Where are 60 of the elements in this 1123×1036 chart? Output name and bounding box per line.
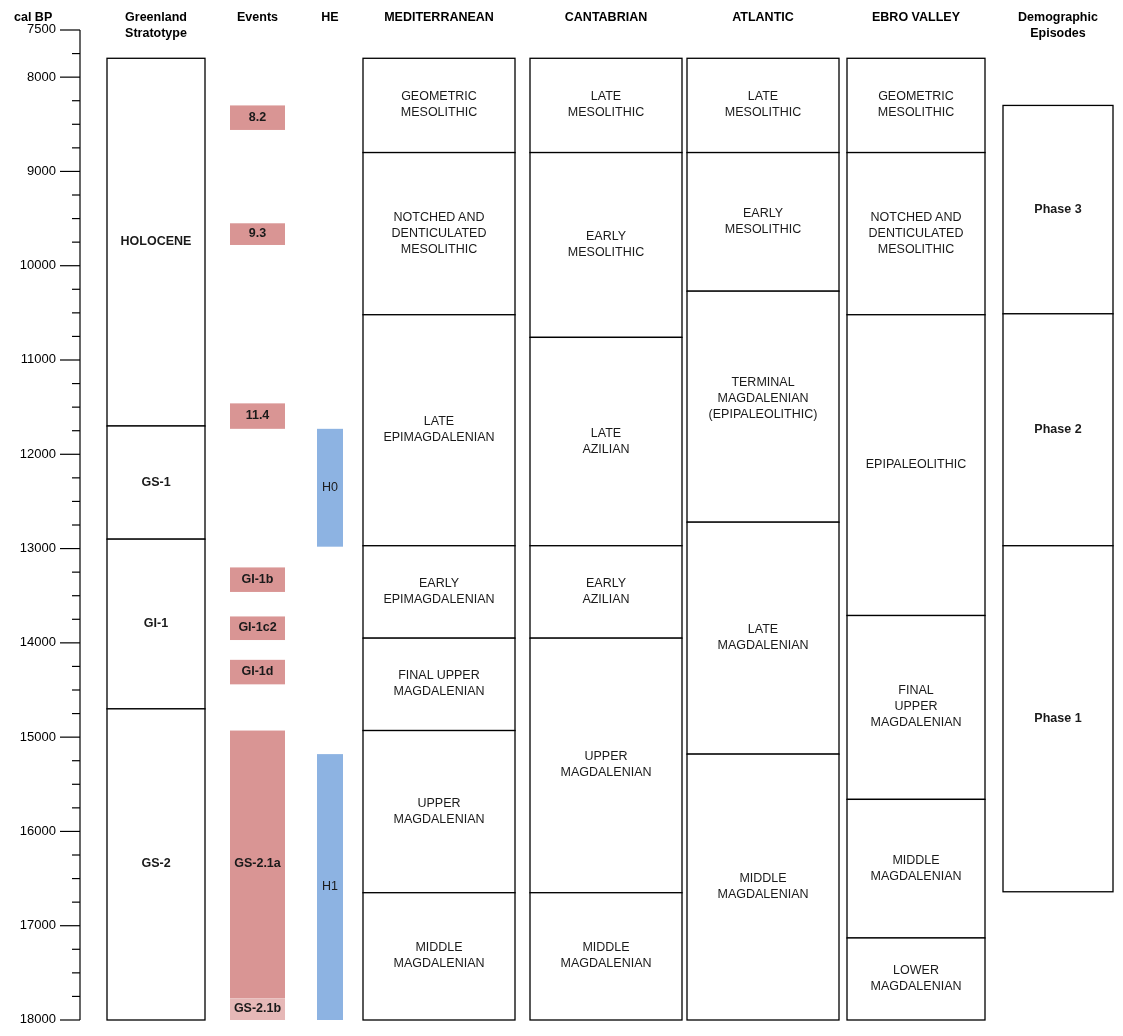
x-tick-label: MEDITERRANEAN xyxy=(384,10,494,25)
y-tick-label: 8000 xyxy=(27,68,56,84)
data-label: EPIPALEOLITHIC xyxy=(865,457,967,472)
data-label: H1 xyxy=(322,879,339,894)
data-label: FINAL UPPER MAGDALENIAN xyxy=(393,668,485,699)
data-label: GI-1c2 xyxy=(238,620,277,635)
data-label: GI-1 xyxy=(143,616,169,631)
data-label: FINAL UPPER MAGDALENIAN xyxy=(870,683,962,730)
x-tick-label: Demographic Episodes xyxy=(1018,10,1098,41)
x-tick-label: Greenland Stratotype xyxy=(125,10,187,41)
y-tick-label: 10000 xyxy=(19,257,56,273)
data-label: GS-2.1a xyxy=(234,856,282,871)
data-label: GS-2 xyxy=(141,856,171,871)
data-label: MIDDLE MAGDALENIAN xyxy=(870,852,962,883)
data-label: Phase 3 xyxy=(1034,201,1082,216)
y-tick-label: 15000 xyxy=(19,728,56,744)
data-label: LATE AZILIAN xyxy=(582,425,630,456)
data-label: LOWER MAGDALENIAN xyxy=(870,963,962,994)
y-tick-label: 9000 xyxy=(27,162,56,178)
y-tick-label: 17000 xyxy=(19,917,56,933)
data-label: EARLY MESOLITHIC xyxy=(724,206,802,237)
data-label: H0 xyxy=(322,480,339,495)
data-label: MIDDLE MAGDALENIAN xyxy=(393,940,485,971)
annotation: 11.4 xyxy=(245,408,270,423)
x-tick-label: CANTABRIAN xyxy=(564,10,648,25)
data-label: GS-2.1b xyxy=(233,1001,282,1016)
data-label: UPPER MAGDALENIAN xyxy=(393,795,485,826)
x-tick-label: ATLANTIC xyxy=(732,10,794,25)
data-label: GI-1b xyxy=(241,571,274,586)
x-tick-label: HE xyxy=(321,10,339,25)
data-label: UPPER MAGDALENIAN xyxy=(560,749,652,780)
y-tick-label: 18000 xyxy=(19,1011,56,1027)
data-label: MIDDLE MAGDALENIAN xyxy=(560,940,652,971)
data-label: LATE MESOLITHIC xyxy=(567,89,645,120)
x-tick-label: EBRO VALLEY xyxy=(872,10,961,25)
y-tick-label: 12000 xyxy=(19,445,56,461)
data-label: Phase 1 xyxy=(1034,711,1082,726)
annotation: 9.3 xyxy=(248,226,267,241)
annotation: 8.2 xyxy=(248,109,267,124)
y-tick-label: 13000 xyxy=(19,540,56,556)
data-label: GS-1 xyxy=(141,474,171,489)
y-tick-label: 14000 xyxy=(19,634,56,650)
data-label: LATE EPIMAGDALENIAN xyxy=(383,414,495,445)
data-label: HOLOCENE xyxy=(120,234,192,249)
data-label: NOTCHED AND DENTICULATED MESOLITHIC xyxy=(391,209,487,256)
data-label: Phase 2 xyxy=(1034,422,1082,437)
data-label: EARLY MESOLITHIC xyxy=(567,229,645,260)
y-tick-label: 11000 xyxy=(20,351,56,367)
data-label: LATE MESOLITHIC xyxy=(724,89,802,120)
data-label: GI-1d xyxy=(241,664,274,679)
data-label: TERMINAL MAGDALENIAN (EPIPALEOLITHIC) xyxy=(708,374,818,421)
data-label: EARLY AZILIAN xyxy=(582,576,630,607)
data-label: NOTCHED AND DENTICULATED MESOLITHIC xyxy=(868,209,964,256)
data-label: MIDDLE MAGDALENIAN xyxy=(717,871,809,902)
data-label: GEOMETRIC MESOLITHIC xyxy=(877,89,955,120)
y-tick-label: 16000 xyxy=(19,822,56,838)
data-label: GEOMETRIC MESOLITHIC xyxy=(400,89,478,120)
data-label: EARLY EPIMAGDALENIAN xyxy=(383,576,495,607)
x-tick-label: Events xyxy=(237,10,279,25)
data-label: LATE MAGDALENIAN xyxy=(717,622,809,653)
